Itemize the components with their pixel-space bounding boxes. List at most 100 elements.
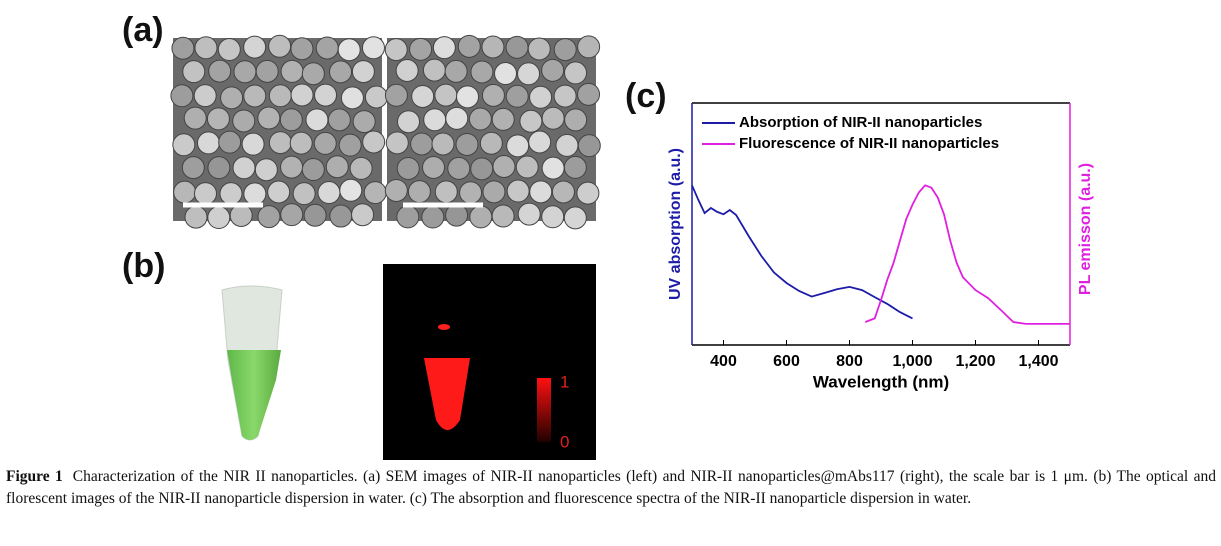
figure: (a) (b) (c) 1 0 400 600 800 1,000 1,200 1,400… bbox=[122, 11, 1094, 460]
sphere bbox=[445, 106, 469, 130]
sphere bbox=[232, 156, 256, 180]
sphere bbox=[395, 59, 419, 83]
sphere bbox=[551, 180, 575, 204]
sphere bbox=[340, 86, 364, 110]
sphere bbox=[421, 205, 445, 229]
sphere bbox=[541, 156, 565, 180]
sphere bbox=[409, 37, 433, 61]
sphere bbox=[506, 134, 530, 158]
series-line bbox=[691, 184, 913, 320]
sphere bbox=[232, 109, 256, 133]
sphere bbox=[457, 34, 481, 58]
sphere bbox=[517, 62, 541, 86]
sphere bbox=[553, 84, 577, 108]
sphere bbox=[407, 180, 431, 204]
sphere bbox=[171, 36, 195, 60]
sphere bbox=[233, 60, 257, 84]
sphere bbox=[422, 155, 446, 179]
sphere bbox=[241, 132, 265, 156]
sphere bbox=[254, 158, 278, 182]
sphere bbox=[563, 206, 587, 230]
sphere bbox=[337, 38, 361, 62]
sphere bbox=[305, 108, 329, 132]
sphere bbox=[541, 205, 565, 229]
sphere bbox=[219, 182, 243, 206]
sphere bbox=[315, 36, 339, 60]
x-tick-label: 1,000 bbox=[892, 353, 932, 370]
sphere bbox=[255, 59, 279, 83]
sphere bbox=[314, 83, 338, 107]
sphere bbox=[301, 158, 325, 182]
sphere bbox=[208, 59, 232, 83]
sphere bbox=[411, 84, 435, 108]
sphere bbox=[173, 180, 197, 204]
sphere bbox=[303, 203, 327, 227]
sphere bbox=[385, 131, 409, 155]
sphere bbox=[577, 134, 601, 158]
sphere bbox=[576, 181, 600, 205]
sphere bbox=[384, 38, 408, 62]
sphere bbox=[505, 35, 529, 59]
sphere bbox=[364, 85, 388, 109]
sphere bbox=[541, 58, 565, 82]
legend-label: Absorption of NIR-II nanoparticles bbox=[739, 114, 982, 131]
sphere bbox=[444, 59, 468, 83]
sphere bbox=[193, 84, 217, 108]
colorbar-label: 1 bbox=[560, 372, 569, 391]
sphere bbox=[329, 204, 353, 228]
sphere bbox=[519, 109, 543, 133]
sphere bbox=[456, 85, 480, 109]
glow bbox=[424, 358, 470, 430]
series-line bbox=[864, 184, 1070, 325]
sphere bbox=[207, 206, 231, 230]
sphere bbox=[243, 84, 267, 108]
sphere bbox=[268, 84, 292, 108]
sphere bbox=[338, 133, 362, 157]
sphere bbox=[290, 83, 314, 107]
sphere bbox=[290, 37, 314, 61]
sphere bbox=[170, 84, 194, 108]
sphere bbox=[529, 85, 553, 109]
sphere bbox=[563, 155, 587, 179]
sphere bbox=[577, 35, 601, 59]
sphere bbox=[220, 86, 244, 110]
sphere bbox=[268, 131, 292, 155]
x-tick-label: 800 bbox=[836, 353, 863, 370]
sphere bbox=[397, 110, 421, 134]
sphere bbox=[491, 204, 515, 228]
x-tick-label: 600 bbox=[773, 353, 800, 370]
sphere bbox=[292, 182, 316, 206]
sphere bbox=[363, 181, 387, 205]
sphere bbox=[280, 59, 304, 83]
sphere bbox=[217, 38, 241, 62]
sphere bbox=[349, 156, 373, 180]
sphere bbox=[481, 35, 505, 59]
sphere bbox=[396, 205, 420, 229]
sphere bbox=[541, 106, 565, 130]
colorbar-label: 0 bbox=[560, 432, 569, 451]
x-axis-label: Wavelength (nm) bbox=[813, 372, 949, 391]
sphere bbox=[172, 133, 196, 157]
sphere bbox=[469, 205, 493, 229]
y2-axis-label: PL emisson (a.u.) bbox=[1077, 163, 1094, 295]
sphere bbox=[481, 83, 505, 107]
sphere bbox=[423, 108, 447, 132]
sphere bbox=[351, 203, 375, 227]
sphere bbox=[243, 182, 267, 206]
sphere bbox=[289, 131, 313, 155]
sphere bbox=[280, 155, 304, 179]
sphere bbox=[182, 60, 206, 84]
sphere bbox=[553, 38, 577, 62]
sphere bbox=[422, 58, 446, 82]
sphere bbox=[555, 133, 579, 157]
sphere bbox=[492, 154, 516, 178]
sphere bbox=[207, 156, 231, 180]
sphere bbox=[468, 107, 492, 131]
panel-label: (b) bbox=[122, 247, 165, 285]
sphere bbox=[506, 179, 530, 203]
sphere bbox=[325, 155, 349, 179]
sphere bbox=[564, 108, 588, 132]
sphere bbox=[577, 82, 601, 106]
sphere bbox=[447, 156, 471, 180]
